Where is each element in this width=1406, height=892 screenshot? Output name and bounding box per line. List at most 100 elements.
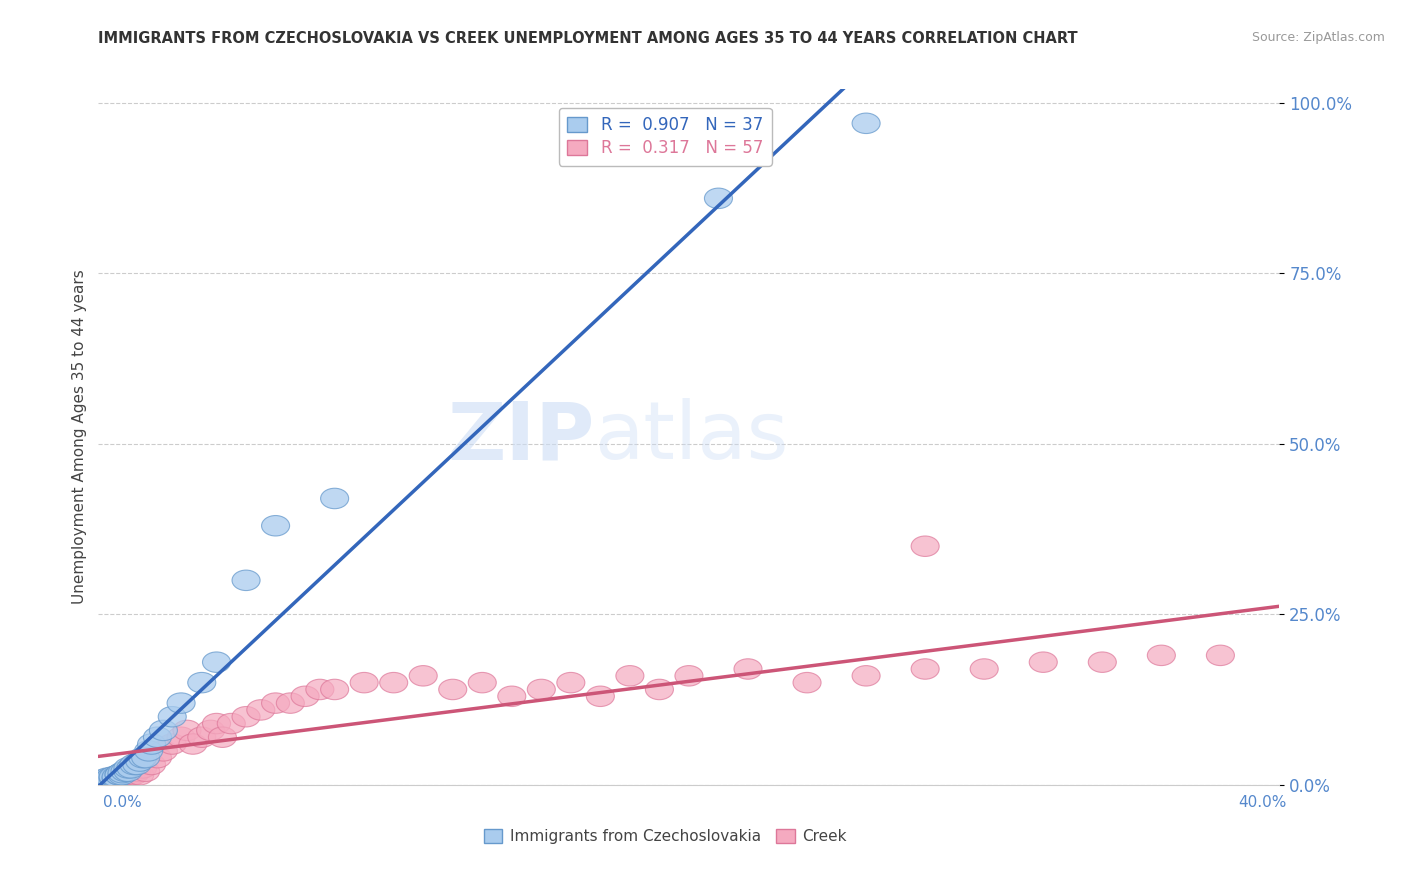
Ellipse shape [149, 740, 177, 761]
Ellipse shape [557, 673, 585, 693]
Ellipse shape [135, 740, 163, 761]
Ellipse shape [125, 751, 153, 772]
Ellipse shape [321, 679, 349, 699]
Ellipse shape [90, 772, 118, 792]
Ellipse shape [103, 766, 131, 787]
Ellipse shape [439, 679, 467, 699]
Ellipse shape [100, 768, 127, 789]
Ellipse shape [159, 734, 186, 755]
Ellipse shape [96, 769, 124, 789]
Legend: Immigrants from Czechoslovakia, Creek: Immigrants from Czechoslovakia, Creek [478, 823, 853, 850]
Ellipse shape [93, 769, 121, 789]
Ellipse shape [321, 488, 349, 508]
Ellipse shape [122, 755, 150, 775]
Ellipse shape [114, 761, 142, 781]
Ellipse shape [197, 720, 225, 740]
Ellipse shape [307, 679, 333, 699]
Text: ZIP: ZIP [447, 398, 595, 476]
Ellipse shape [498, 686, 526, 706]
Ellipse shape [143, 747, 172, 768]
Ellipse shape [93, 770, 121, 790]
Ellipse shape [380, 673, 408, 693]
Ellipse shape [96, 768, 124, 789]
Ellipse shape [87, 772, 115, 792]
Ellipse shape [96, 768, 124, 789]
Ellipse shape [138, 734, 166, 755]
Ellipse shape [277, 693, 304, 714]
Ellipse shape [1206, 645, 1234, 665]
Ellipse shape [350, 673, 378, 693]
Ellipse shape [468, 673, 496, 693]
Ellipse shape [409, 665, 437, 686]
Ellipse shape [103, 768, 131, 789]
Ellipse shape [675, 665, 703, 686]
Ellipse shape [129, 757, 156, 778]
Ellipse shape [793, 673, 821, 693]
Ellipse shape [291, 686, 319, 706]
Ellipse shape [911, 659, 939, 679]
Text: IMMIGRANTS FROM CZECHOSLOVAKIA VS CREEK UNEMPLOYMENT AMONG AGES 35 TO 44 YEARS C: IMMIGRANTS FROM CZECHOSLOVAKIA VS CREEK … [98, 31, 1078, 46]
Ellipse shape [108, 763, 136, 783]
Y-axis label: Unemployment Among Ages 35 to 44 years: Unemployment Among Ages 35 to 44 years [72, 269, 87, 605]
Ellipse shape [87, 772, 115, 792]
Ellipse shape [852, 113, 880, 134]
Ellipse shape [911, 536, 939, 557]
Ellipse shape [970, 659, 998, 679]
Ellipse shape [218, 714, 245, 734]
Ellipse shape [208, 727, 236, 747]
Ellipse shape [1029, 652, 1057, 673]
Ellipse shape [122, 761, 150, 781]
Text: Source: ZipAtlas.com: Source: ZipAtlas.com [1251, 31, 1385, 45]
Ellipse shape [179, 734, 207, 755]
Ellipse shape [616, 665, 644, 686]
Ellipse shape [100, 769, 127, 789]
Ellipse shape [173, 720, 201, 740]
Ellipse shape [232, 570, 260, 591]
Ellipse shape [100, 766, 127, 787]
Ellipse shape [129, 747, 156, 768]
Ellipse shape [202, 652, 231, 673]
Ellipse shape [125, 764, 153, 785]
Ellipse shape [167, 727, 195, 747]
Ellipse shape [138, 755, 166, 775]
Ellipse shape [167, 693, 195, 714]
Ellipse shape [586, 686, 614, 706]
Ellipse shape [114, 757, 142, 778]
Ellipse shape [108, 768, 136, 789]
Ellipse shape [120, 764, 148, 785]
Ellipse shape [117, 764, 145, 785]
Ellipse shape [149, 720, 177, 740]
Ellipse shape [1088, 652, 1116, 673]
Ellipse shape [704, 188, 733, 209]
Ellipse shape [852, 665, 880, 686]
Ellipse shape [159, 706, 186, 727]
Ellipse shape [114, 768, 142, 789]
Ellipse shape [645, 679, 673, 699]
Text: atlas: atlas [595, 398, 789, 476]
Ellipse shape [111, 766, 139, 787]
Ellipse shape [108, 764, 136, 785]
Ellipse shape [143, 727, 172, 747]
Ellipse shape [105, 764, 134, 785]
Ellipse shape [103, 768, 131, 789]
Ellipse shape [734, 659, 762, 679]
Ellipse shape [1147, 645, 1175, 665]
Ellipse shape [132, 747, 160, 768]
Ellipse shape [117, 757, 145, 778]
Ellipse shape [188, 673, 215, 693]
Ellipse shape [262, 693, 290, 714]
Ellipse shape [527, 679, 555, 699]
Ellipse shape [90, 769, 118, 789]
Ellipse shape [105, 764, 134, 785]
Ellipse shape [188, 727, 215, 747]
Ellipse shape [247, 699, 274, 720]
Ellipse shape [120, 755, 148, 775]
Ellipse shape [105, 769, 134, 789]
Ellipse shape [132, 761, 160, 781]
Ellipse shape [262, 516, 290, 536]
Ellipse shape [93, 768, 121, 789]
Ellipse shape [202, 714, 231, 734]
Ellipse shape [111, 761, 139, 781]
Text: 40.0%: 40.0% [1239, 796, 1286, 810]
Ellipse shape [232, 706, 260, 727]
